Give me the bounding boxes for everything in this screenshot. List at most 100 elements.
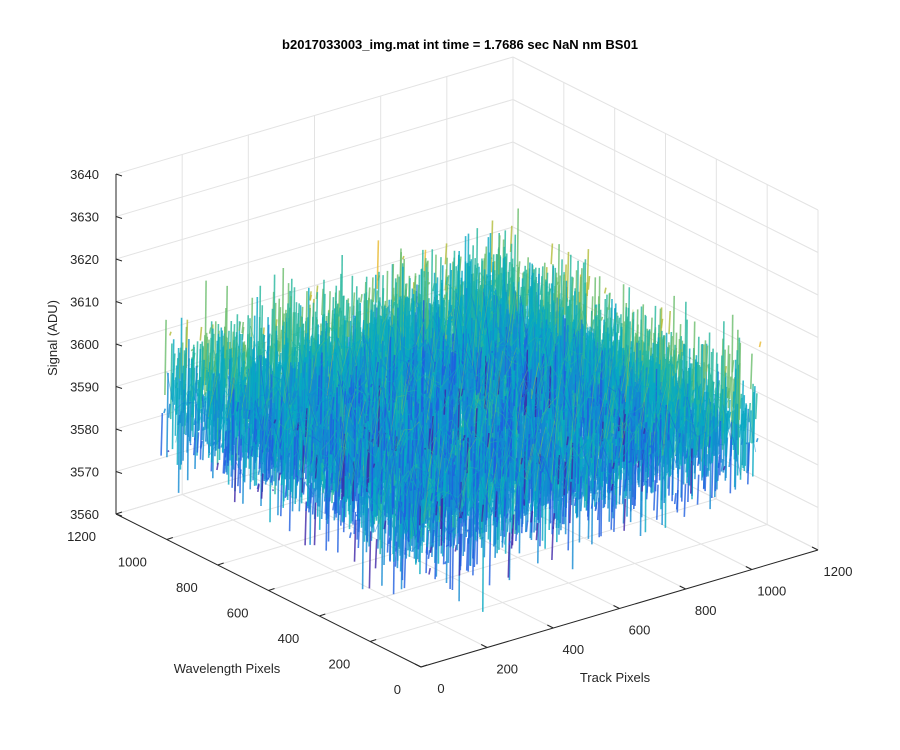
surface-spike <box>465 538 469 571</box>
surface-spike <box>336 337 340 356</box>
surface-spike <box>205 336 209 372</box>
surface-spike <box>363 426 366 429</box>
surface-spike <box>355 299 359 366</box>
surface-spike <box>445 544 449 548</box>
surface-spike <box>278 472 281 481</box>
surface-spike <box>476 487 479 565</box>
surface-spike <box>551 457 555 535</box>
surface-spike <box>326 312 330 353</box>
surface-spike <box>360 392 364 416</box>
surface-spike <box>360 293 363 303</box>
surface-spike <box>467 516 471 572</box>
surface-spike <box>333 350 337 369</box>
surface-spike <box>363 281 367 330</box>
surface-spike <box>364 276 368 341</box>
surface-spike <box>177 414 181 426</box>
surface-spike <box>335 387 338 458</box>
surface-spike <box>178 381 182 400</box>
surface-spike <box>200 341 204 409</box>
surface-spike <box>299 316 302 328</box>
surface-spike <box>503 497 507 516</box>
surface-spike <box>293 346 297 357</box>
surface-spike <box>167 403 171 418</box>
surface-spike <box>199 326 203 341</box>
surface-spike <box>362 400 366 439</box>
surface-spike <box>372 385 375 408</box>
surface-spike <box>182 379 185 461</box>
surface-spike <box>297 303 300 347</box>
surface-spike <box>193 437 196 456</box>
surface-spike <box>264 357 267 366</box>
surface-spike <box>454 544 458 552</box>
grid-line-z-back <box>115 184 514 302</box>
surface-spike <box>232 324 236 377</box>
surface-spike <box>298 468 302 512</box>
surface-spike <box>297 469 301 482</box>
grid-line-z-back <box>115 99 514 217</box>
surface-spike <box>233 347 237 372</box>
surface-spike <box>358 310 362 340</box>
surface-spike <box>376 240 380 289</box>
surface-spike <box>186 338 190 481</box>
surface-spike <box>506 493 510 532</box>
surface-spike <box>312 355 316 406</box>
surface-spike <box>372 463 376 468</box>
surface-spike <box>309 291 312 301</box>
grid-line-z-right <box>512 99 819 253</box>
surface-spike <box>511 514 515 546</box>
surface-spike <box>581 458 584 478</box>
surface-spike <box>204 280 207 396</box>
surface-spike <box>266 324 270 443</box>
surface-spike <box>241 321 245 334</box>
surface-spike <box>202 428 205 461</box>
surface-spike <box>452 464 456 477</box>
surface-spike <box>331 297 335 356</box>
surface-spike <box>278 307 282 362</box>
surface-spike <box>401 445 405 476</box>
surface-spike <box>272 274 276 404</box>
surface-spike <box>231 331 235 363</box>
surface-spike <box>208 327 212 334</box>
surface-spike <box>160 412 164 456</box>
surface-spike <box>236 401 240 412</box>
surface-spike <box>173 377 177 405</box>
surface-spike <box>431 530 435 543</box>
surface-spike <box>353 511 357 535</box>
surface-spike <box>192 352 196 361</box>
surface-spike <box>325 426 329 441</box>
surface-spike <box>234 437 237 471</box>
surface-spike <box>367 429 371 483</box>
surface-spike <box>491 500 494 503</box>
surface-spike <box>361 496 365 506</box>
surface-spike <box>557 489 561 501</box>
surface-spike <box>440 498 444 546</box>
surface-spike <box>332 501 335 511</box>
surface-spike <box>366 449 369 493</box>
surface-spike <box>275 458 278 486</box>
surface-spike <box>352 292 356 316</box>
surface-spike <box>621 473 625 504</box>
surface-spike <box>174 365 178 436</box>
surface-spike <box>317 375 321 406</box>
surface-spike <box>427 517 431 521</box>
surface-spike <box>341 295 345 360</box>
surface-spike <box>505 513 509 519</box>
surface-spike <box>307 351 311 400</box>
surface-spike <box>535 523 539 541</box>
surface-spike <box>508 540 512 546</box>
surface-spike <box>309 482 313 504</box>
surface-spike <box>573 497 577 507</box>
surface-spike <box>477 445 481 493</box>
grid-line-z-back <box>115 141 514 260</box>
grid-line-z-right <box>512 226 819 381</box>
surface-spike <box>428 567 431 575</box>
surface-spike <box>257 484 260 493</box>
surface-spike <box>530 483 534 533</box>
surface-spike <box>386 519 390 553</box>
surface-spike <box>530 510 534 523</box>
surface-spike <box>238 321 242 331</box>
surface-spike <box>231 377 235 455</box>
surface-spike <box>178 347 182 379</box>
surface-spike <box>322 279 325 363</box>
surface-spike <box>407 439 410 464</box>
